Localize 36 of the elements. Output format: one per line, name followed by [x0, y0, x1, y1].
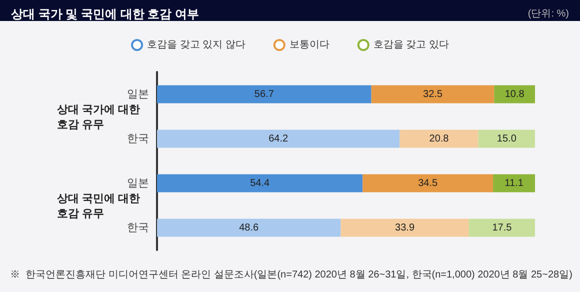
bar [468, 218, 535, 237]
chart-subtitle: (단위: %) [528, 8, 569, 20]
legend-label: 보통이다 [289, 40, 330, 50]
data-label: 17.5 [492, 222, 512, 234]
bar [400, 130, 478, 148]
bar [493, 174, 535, 192]
data-label: 10.8 [504, 88, 525, 100]
bar [340, 218, 469, 237]
data-label: 32.5 [423, 88, 443, 100]
bar [494, 85, 535, 104]
text: 상대 국가에 대한 호감 유무 [56, 104, 140, 131]
legend-label: 호감을 갖고 있지 않다 [147, 40, 246, 50]
y-tick-label: 일본 [127, 88, 149, 100]
data-label: 20.8 [429, 133, 450, 144]
bar [478, 130, 535, 148]
y-tick-label: 한국 [127, 222, 149, 234]
data-label: 64.2 [268, 133, 289, 144]
legend-label: 호감을 갖고 있다 [373, 40, 449, 50]
bar [157, 174, 363, 192]
data-label: 56.7 [254, 88, 274, 100]
text: ※ 한국언론진흥재단 미디어연구센터 온라인 설문조사(일본(n=742) 2020년 8월 26~31일, 한국(n=1,000) 2020년 8월 25~28일) [10, 270, 572, 280]
bar [362, 174, 494, 192]
data-label: 34.5 [418, 178, 438, 189]
bar [157, 130, 400, 148]
data-label: 54.4 [250, 178, 270, 189]
bar [157, 218, 341, 237]
chart-title: 상대 국가 및 국민에 대한 호감 여부 [10, 7, 200, 21]
y-tick-label: 일본 [127, 177, 149, 190]
data-label: 15.0 [496, 133, 517, 144]
text: 상대 국민에 대한 호감 유무 [56, 193, 140, 220]
data-label: 11.1 [504, 178, 524, 189]
data-label: 33.9 [395, 222, 415, 234]
bar [157, 85, 372, 104]
data-label: 48.6 [239, 222, 260, 234]
y-tick-label: 한국 [127, 132, 149, 145]
bar [371, 85, 494, 104]
